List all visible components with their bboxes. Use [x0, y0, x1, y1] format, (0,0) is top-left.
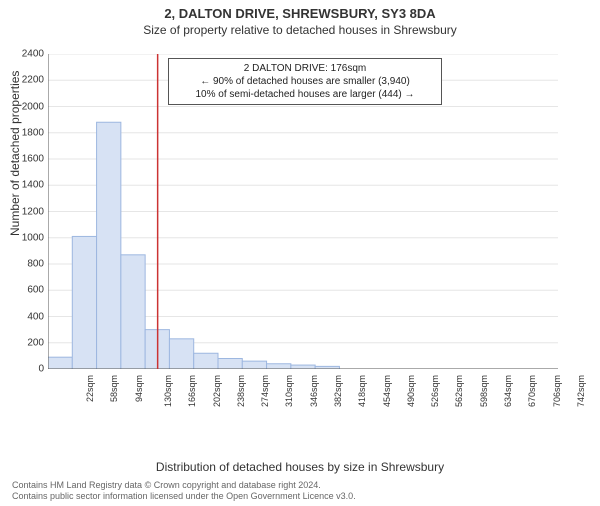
y-tick-label: 1400: [22, 180, 44, 191]
y-tick-label: 2000: [22, 101, 44, 112]
chart-area: 0200400600800100012001400160018002000220…: [48, 54, 578, 434]
x-tick-label: 634sqm: [503, 375, 513, 407]
footer-line1: Contains HM Land Registry data © Crown c…: [12, 480, 321, 490]
y-tick-label: 600: [27, 285, 44, 296]
page-title: 2, DALTON DRIVE, SHREWSBURY, SY3 8DA: [0, 6, 600, 21]
x-tick-label: 490sqm: [406, 375, 416, 407]
x-axis-label: Distribution of detached houses by size …: [0, 460, 600, 474]
y-axis-label: Number of detached properties: [8, 71, 22, 236]
y-tick-label: 800: [27, 259, 44, 270]
x-tick-label: 454sqm: [382, 375, 392, 407]
x-tick-label: 670sqm: [527, 375, 537, 407]
x-tick-label: 598sqm: [479, 375, 489, 407]
x-tick-label: 706sqm: [552, 375, 562, 407]
x-tick-label: 58sqm: [109, 375, 119, 402]
y-tick-label: 1000: [22, 232, 44, 243]
footer-line2: Contains public sector information licen…: [12, 491, 356, 501]
annotation-line3: 10% of semi-detached houses are larger (…: [175, 88, 435, 101]
y-tick-label: 1200: [22, 206, 44, 217]
annotation-line1: 2 DALTON DRIVE: 176sqm: [175, 62, 435, 75]
y-tick-label: 1800: [22, 127, 44, 138]
x-tick-label: 562sqm: [454, 375, 464, 407]
y-tick-label: 0: [38, 364, 44, 375]
x-tick-label: 166sqm: [187, 375, 197, 407]
annotation-line2: ← 90% of detached houses are smaller (3,…: [175, 75, 435, 88]
x-tick-label: 742sqm: [576, 375, 586, 407]
x-tick-label: 310sqm: [284, 375, 294, 407]
x-tick-label: 22sqm: [85, 375, 95, 402]
x-tick-label: 382sqm: [333, 375, 343, 407]
annotation-box: 2 DALTON DRIVE: 176sqm ← 90% of detached…: [168, 58, 442, 105]
footer-attribution: Contains HM Land Registry data © Crown c…: [12, 480, 356, 503]
x-tick-label: 202sqm: [212, 375, 222, 407]
page-subtitle: Size of property relative to detached ho…: [0, 23, 600, 37]
y-tick-label: 2400: [22, 49, 44, 60]
y-tick-label: 200: [27, 337, 44, 348]
y-tick-label: 400: [27, 311, 44, 322]
x-tick-label: 238sqm: [236, 375, 246, 407]
y-tick-label: 1600: [22, 154, 44, 165]
x-tick-label: 94sqm: [134, 375, 144, 402]
x-tick-label: 526sqm: [430, 375, 440, 407]
y-tick-label: 2200: [22, 75, 44, 86]
x-tick-label: 346sqm: [309, 375, 319, 407]
x-tick-label: 274sqm: [260, 375, 270, 407]
x-tick-label: 418sqm: [357, 375, 367, 407]
x-tick-label: 130sqm: [163, 375, 173, 407]
